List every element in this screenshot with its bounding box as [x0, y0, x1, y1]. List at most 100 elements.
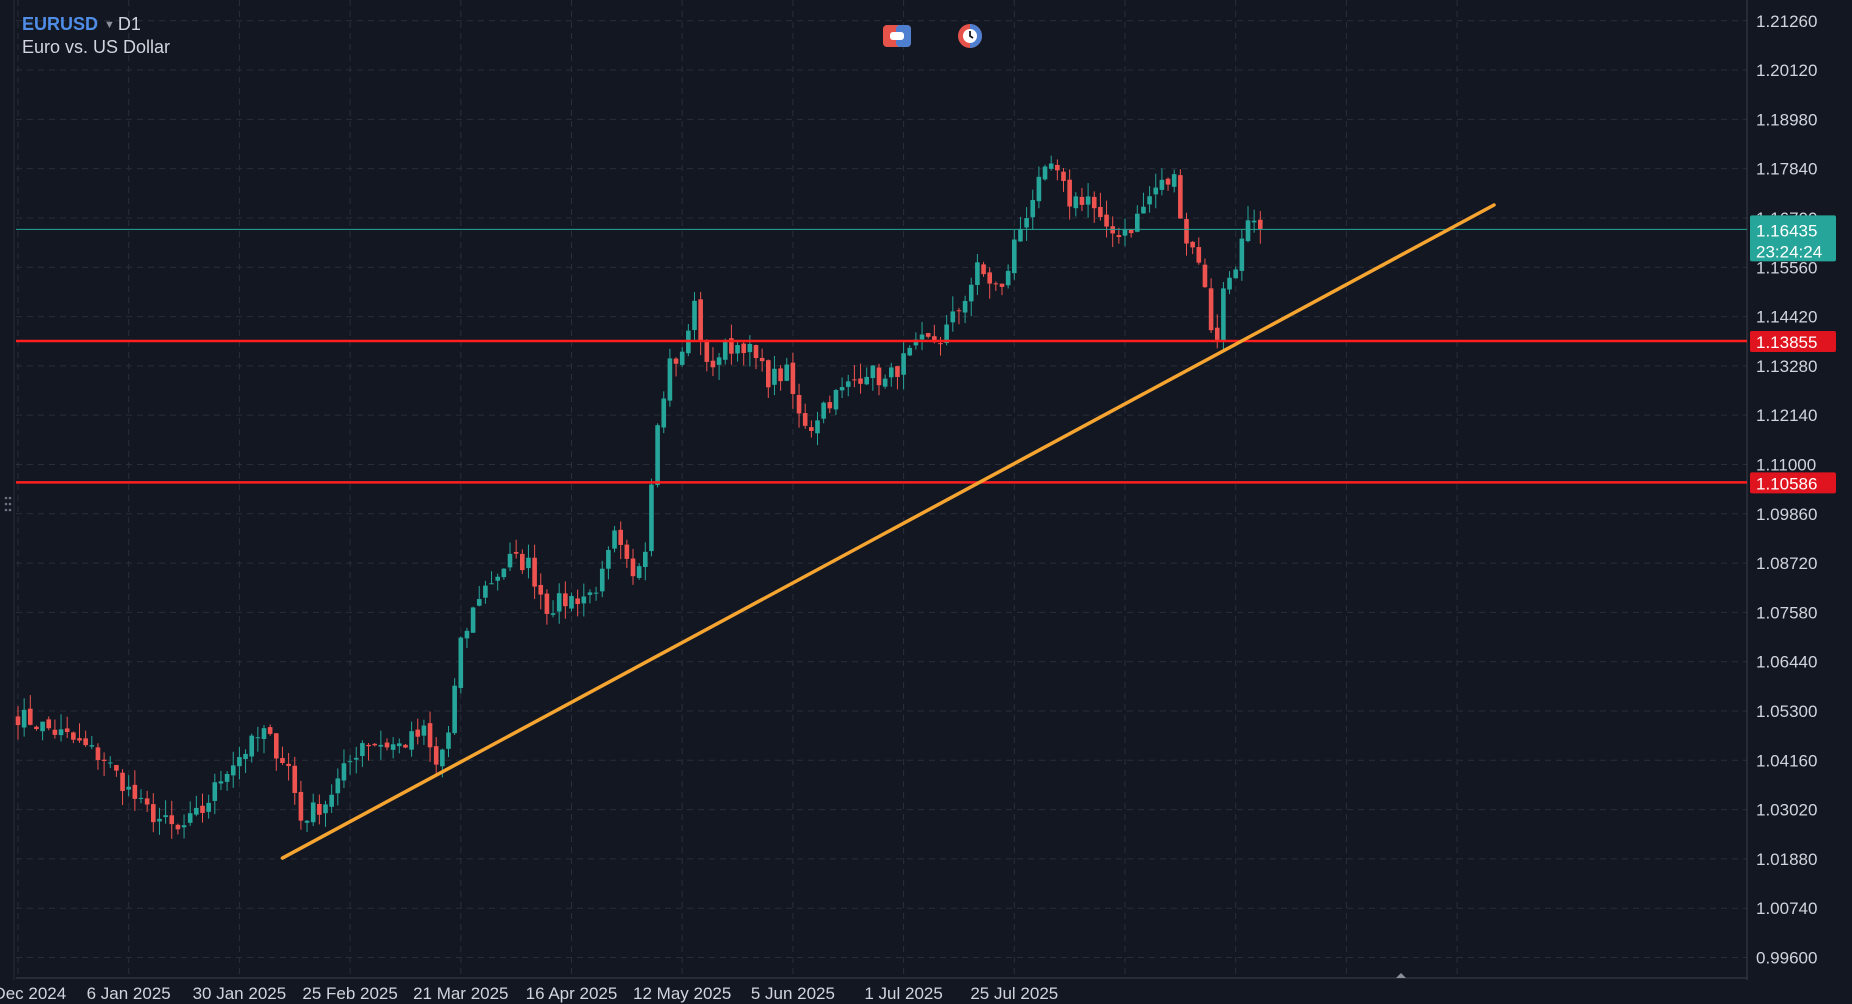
candle-body	[1227, 277, 1232, 290]
candle-body	[919, 334, 925, 340]
candle-body	[206, 802, 211, 812]
candle-body	[304, 820, 310, 823]
x-tick-label: 10 Dec 2024	[0, 984, 66, 1003]
candle-body	[882, 378, 888, 387]
y-tick-label: 1.13280	[1756, 357, 1817, 376]
candle-body	[458, 637, 464, 688]
candle-body	[187, 813, 193, 823]
x-tick-label: 25 Feb 2025	[302, 984, 397, 1003]
candle-body	[532, 557, 537, 587]
candle-body	[624, 544, 630, 559]
candle-body	[870, 365, 876, 379]
candle-body	[1147, 196, 1152, 205]
candle-body	[138, 797, 144, 799]
current-bar-marker-icon	[1396, 973, 1406, 978]
candle-body	[606, 549, 611, 569]
y-tick-label: 1.20120	[1756, 61, 1817, 80]
symbol-ticker[interactable]: EURUSD	[22, 14, 99, 34]
candle-body	[667, 358, 673, 401]
candle-body	[950, 311, 956, 323]
candle-body	[274, 733, 279, 759]
candle-body	[956, 310, 962, 312]
candle-body	[1221, 288, 1226, 342]
candle-body	[1012, 239, 1017, 274]
candle-body	[52, 729, 58, 735]
candle-body	[144, 798, 150, 805]
x-tick-label: 25 Jul 2025	[970, 984, 1058, 1003]
candle-body	[40, 721, 45, 732]
candle-body	[852, 379, 857, 381]
candle-body	[107, 762, 113, 764]
candle-body	[341, 763, 347, 781]
candle-body	[1258, 219, 1263, 230]
candle-body	[1036, 176, 1042, 202]
candle-body	[692, 300, 697, 331]
candle-body	[1098, 206, 1103, 218]
y-tick-label: 1.17840	[1756, 160, 1817, 179]
candle-body	[968, 284, 974, 302]
trendline[interactable]	[280, 203, 1496, 860]
candle-body	[550, 613, 556, 615]
candle-body	[858, 378, 863, 384]
pane-resize-handle[interactable]	[4, 494, 12, 514]
candle-body	[181, 825, 187, 828]
candle-body	[421, 725, 427, 736]
candle-body	[163, 815, 168, 818]
candle-body	[993, 283, 999, 285]
candle-body	[194, 807, 199, 815]
bar-countdown-label: 23:24:24	[1756, 242, 1822, 261]
candle-body	[286, 763, 291, 767]
candle-body	[1196, 247, 1202, 263]
candle-body	[999, 283, 1005, 287]
candle-body	[698, 299, 703, 342]
candle-body	[1128, 229, 1134, 234]
candle-body	[280, 758, 285, 763]
timeframe-label[interactable]: D1	[117, 14, 141, 34]
chevron-down-icon[interactable]: ▼	[104, 19, 115, 31]
candle-body	[1122, 229, 1128, 236]
candle-body	[34, 726, 39, 730]
candle-body	[64, 728, 70, 732]
candle-body	[575, 598, 580, 605]
candle-body	[464, 630, 470, 639]
hline-price-label: 1.13855	[1756, 333, 1817, 352]
clock-icon[interactable]	[955, 22, 985, 50]
candle-body	[520, 553, 525, 571]
candle-body	[821, 402, 826, 419]
candle-body	[932, 336, 937, 343]
candle-body	[230, 765, 236, 776]
candle-body	[433, 746, 439, 765]
candle-body	[981, 264, 986, 275]
candle-body	[335, 778, 341, 794]
support-price-badge	[1750, 472, 1836, 494]
candle-body	[372, 743, 377, 746]
symbol-description: Euro vs. US Dollar	[22, 37, 171, 57]
symbol-selector[interactable]: EURUSD ▼ D1	[22, 14, 141, 35]
chart-tools-icon[interactable]	[882, 22, 912, 50]
current-price-label: 1.16435	[1756, 221, 1817, 240]
y-tick-label: 1.01880	[1756, 850, 1817, 869]
candle-body	[157, 818, 162, 822]
candle-body	[839, 387, 845, 391]
candle-body	[1178, 175, 1183, 219]
candle-body	[679, 351, 685, 365]
candle-body	[237, 757, 242, 767]
candle-body	[1208, 288, 1214, 331]
candle-body	[114, 765, 119, 771]
candle-body	[895, 366, 900, 377]
y-tick-label: 1.18980	[1756, 110, 1817, 129]
candle-body	[255, 737, 261, 739]
candle-body	[556, 593, 562, 612]
candle-body	[864, 376, 869, 385]
x-tick-label: 30 Jan 2025	[193, 984, 287, 1003]
y-tick-label: 1.11000	[1756, 455, 1816, 474]
candle-body	[1233, 269, 1238, 279]
candle-body	[1067, 179, 1072, 207]
candle-body	[261, 728, 267, 739]
candle-body	[175, 824, 181, 830]
candle-body	[796, 395, 802, 414]
candle-body	[1251, 220, 1257, 223]
x-tick-label: 6 Jan 2025	[87, 984, 171, 1003]
candle-body	[1005, 270, 1011, 286]
